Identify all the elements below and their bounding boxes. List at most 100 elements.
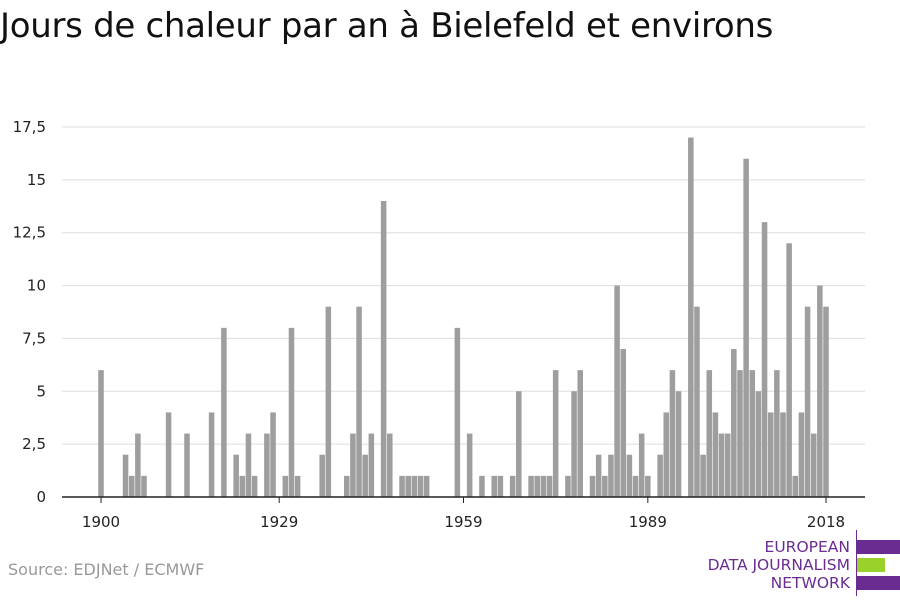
bar-1944[interactable] (368, 433, 375, 497)
bar-1927[interactable] (264, 433, 270, 497)
bar-1997[interactable] (694, 306, 700, 497)
y-tick-label: 10 (27, 277, 46, 295)
bar-1937[interactable] (325, 306, 332, 497)
logo-stripe-purple-bottom (857, 576, 900, 590)
bar-1964[interactable] (491, 475, 497, 497)
x-tick-label: 1929 (260, 513, 298, 531)
bar-1931[interactable] (288, 327, 295, 497)
bar-2004[interactable] (737, 370, 743, 497)
logo-stripe-purple-top (857, 540, 900, 554)
bar-1952[interactable] (417, 475, 424, 497)
bar-1972[interactable] (540, 475, 547, 497)
bar-2018[interactable] (823, 306, 829, 497)
bar-2014[interactable] (798, 412, 805, 497)
bar-1900[interactable] (98, 370, 104, 497)
bar-1992[interactable] (663, 412, 670, 497)
bar-2015[interactable] (804, 306, 811, 497)
bar-1998[interactable] (700, 454, 706, 497)
bar-1978[interactable] (577, 370, 583, 497)
bar-2008[interactable] (761, 222, 768, 497)
bar-2009[interactable] (767, 412, 774, 497)
x-tick-label: 1959 (444, 513, 482, 531)
bar-1911[interactable] (165, 412, 172, 497)
bar-1991[interactable] (657, 454, 663, 497)
bar-1940[interactable] (344, 475, 350, 497)
bar-2001[interactable] (718, 433, 725, 497)
bar-2017[interactable] (817, 285, 823, 497)
bar-1918[interactable] (208, 412, 215, 497)
bar-1971[interactable] (534, 475, 540, 497)
bar-1930[interactable] (282, 475, 289, 497)
bar-1999[interactable] (706, 370, 713, 497)
bar-1925[interactable] (251, 475, 258, 497)
bar-1986[interactable] (626, 454, 633, 497)
bar-chart: 0 2,5 5 7,5 10 12,5 15 17,5 1900 1929 1959 1989 201… (13, 118, 865, 531)
bar-1996[interactable] (688, 137, 694, 497)
bar-1973[interactable] (546, 475, 553, 497)
bar-1958[interactable] (454, 327, 461, 497)
bar-1981[interactable] (595, 454, 602, 497)
bar-1987[interactable] (632, 475, 639, 497)
bar-1965[interactable] (497, 475, 504, 497)
bar-1984[interactable] (614, 285, 620, 497)
source-note: Source: EDJNet / ECMWF (8, 560, 205, 579)
bar-2007[interactable] (755, 391, 762, 497)
bar-1923[interactable] (239, 475, 246, 497)
bar-1922[interactable] (233, 454, 239, 497)
bar-2003[interactable] (731, 349, 737, 497)
logo-line-1: EUROPEAN (764, 538, 850, 556)
bar-1950[interactable] (405, 475, 411, 497)
bar-2002[interactable] (724, 433, 731, 497)
bar-1977[interactable] (571, 391, 577, 497)
bar-1974[interactable] (552, 370, 559, 497)
bar-1982[interactable] (602, 475, 608, 497)
bar-1943[interactable] (362, 454, 368, 497)
bar-2016[interactable] (810, 433, 817, 497)
y-tick-label: 5 (36, 382, 46, 400)
bar-1993[interactable] (669, 370, 676, 497)
bar-1936[interactable] (319, 454, 325, 497)
bar-1907[interactable] (141, 475, 147, 497)
bar-1928[interactable] (270, 412, 276, 497)
bar-1994[interactable] (675, 391, 682, 497)
logo-stripe-green (857, 558, 885, 572)
bar-1976[interactable] (565, 475, 571, 497)
bar-1949[interactable] (399, 475, 405, 497)
bar-1980[interactable] (589, 475, 596, 497)
bar-1953[interactable] (423, 475, 430, 497)
bar-1905[interactable] (128, 475, 135, 497)
bar-1947[interactable] (387, 433, 393, 497)
bar-1970[interactable] (528, 475, 534, 497)
edjnet-logo[interactable]: EUROPEAN DATA JOURNALISM NETWORK (700, 530, 900, 596)
bar-1962[interactable] (479, 475, 485, 497)
bar-2010[interactable] (774, 370, 780, 497)
bar-2012[interactable] (786, 243, 792, 497)
bar-1920[interactable] (221, 327, 227, 497)
bar-1989[interactable] (645, 475, 651, 497)
gridlines (62, 126, 865, 445)
bar-1988[interactable] (638, 433, 645, 497)
bar-1960[interactable] (466, 433, 473, 497)
bar-1924[interactable] (245, 433, 252, 497)
bar-1932[interactable] (294, 475, 301, 497)
bar-1906[interactable] (135, 433, 141, 497)
bar-1968[interactable] (516, 391, 522, 497)
bar-1985[interactable] (620, 349, 627, 497)
bar-1946[interactable] (380, 201, 387, 497)
y-tick-label: 12,5 (13, 224, 46, 242)
bar-2011[interactable] (780, 412, 786, 497)
bar-1951[interactable] (411, 475, 418, 497)
bar-1942[interactable] (356, 306, 362, 497)
bar-2013[interactable] (792, 475, 799, 497)
y-tick-label: 15 (27, 171, 46, 189)
bar-1983[interactable] (608, 454, 614, 497)
bar-1967[interactable] (509, 475, 516, 497)
bar-1904[interactable] (122, 454, 129, 497)
bars (98, 137, 829, 497)
bar-2005[interactable] (743, 158, 749, 497)
bar-2006[interactable] (749, 370, 756, 497)
bar-1941[interactable] (350, 433, 356, 497)
bar-1914[interactable] (184, 433, 190, 497)
y-tick-label: 0 (36, 488, 46, 506)
bar-2000[interactable] (712, 412, 719, 497)
